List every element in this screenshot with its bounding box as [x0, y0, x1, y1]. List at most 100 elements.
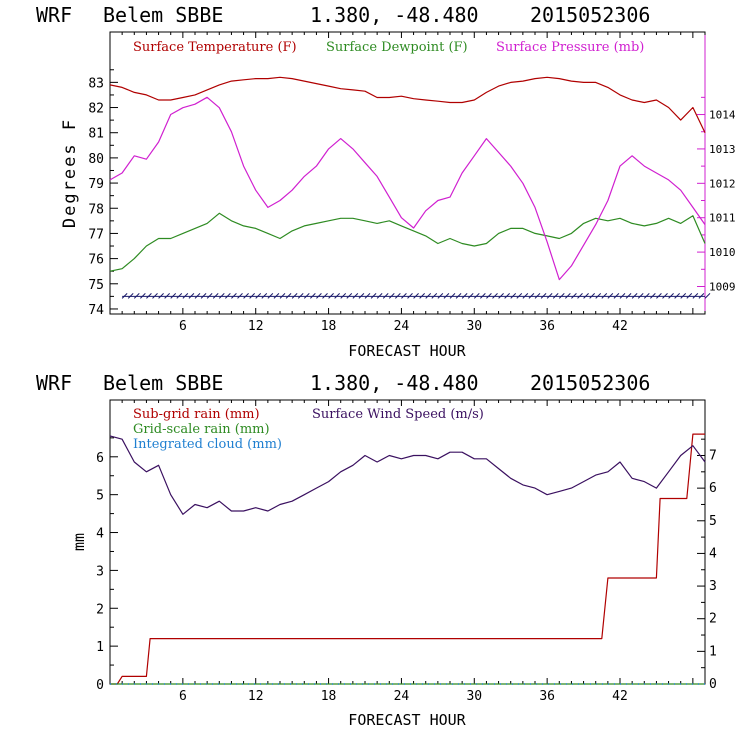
- wind-barb: [328, 293, 334, 299]
- y2-tick-label: 1014: [709, 109, 736, 122]
- bottom-header: WRF Belem SBBE 1.380, -48.480 2015052306: [36, 371, 650, 395]
- series-line-surface-wind-speed-m-s: [109, 435, 706, 515]
- wind-barb: [188, 293, 195, 299]
- wind-barb: [680, 293, 687, 299]
- wind-barb: [164, 293, 170, 299]
- bottom-header-run: 2015052306: [530, 371, 650, 395]
- wind-barb: [577, 293, 583, 299]
- wind-barb: [194, 293, 201, 299]
- wind-barb: [340, 293, 347, 299]
- wind-barb: [279, 293, 286, 299]
- top-header-run: 2015052306: [530, 3, 650, 27]
- wind-barb: [558, 293, 565, 299]
- y-tick-label: 75: [88, 278, 104, 293]
- wind-barb: [431, 293, 438, 299]
- wind-barb: [686, 293, 693, 299]
- top-header-station: Belem SBBE: [103, 3, 223, 27]
- y2-tick-label: 0: [709, 677, 717, 692]
- wind-barb: [650, 293, 656, 299]
- wind-barb: [200, 293, 207, 299]
- x-tick-label: 30: [466, 689, 482, 704]
- top-y2-ticks: 1009 1010 1011 1012 1013 1014: [697, 96, 736, 293]
- bottom-series: [109, 433, 706, 685]
- wind-barb: [170, 293, 177, 299]
- y-tick-label: 81: [88, 127, 104, 142]
- wind-barb: [127, 293, 134, 299]
- wind-barb: [218, 293, 225, 299]
- wind-barb: [674, 293, 680, 299]
- wind-barb: [255, 293, 262, 299]
- wind-barb: [285, 293, 292, 299]
- x-tick-label: 36: [539, 689, 555, 704]
- top-x-ticks: 6 12 18 24 30 36 42: [109, 32, 706, 334]
- wind-barb: [212, 293, 219, 299]
- x-tick-label: 42: [612, 689, 628, 704]
- legend-sub-grid-rain: Sub-grid rain (mm): [133, 407, 260, 422]
- y-tick-label: 4: [96, 527, 104, 542]
- wind-barb: [589, 293, 595, 299]
- top-header: WRF Belem SBBE 1.380, -48.480 2015052306: [36, 3, 650, 27]
- y-tick-label: 78: [88, 202, 104, 217]
- wind-barb: [146, 293, 152, 299]
- wind-barb: [631, 293, 638, 299]
- bottom-header-station: Belem SBBE: [103, 371, 223, 395]
- y2-tick-label: 1: [709, 644, 717, 659]
- wind-barb: [261, 293, 268, 299]
- wind-barb: [461, 293, 468, 299]
- x-tick-label: 6: [179, 319, 187, 334]
- wind-barb: [467, 293, 474, 299]
- wind-barb: [565, 293, 571, 299]
- y-tick-label: 1: [96, 640, 104, 655]
- bottom-legend: Sub-grid rain (mm) Grid-scale rain (mm) …: [133, 407, 484, 452]
- wind-barb: [316, 293, 322, 299]
- x-tick-label: 12: [248, 689, 264, 704]
- y-tick-label: 77: [88, 227, 104, 242]
- wind-barb: [388, 293, 395, 299]
- wind-barb: [437, 293, 444, 299]
- wind-barb: [133, 293, 140, 299]
- wind-barb: [413, 293, 419, 299]
- wind-barb: [443, 293, 450, 299]
- wind-barb: [303, 293, 310, 299]
- wind-barb: [704, 293, 711, 299]
- wind-barb: [407, 293, 413, 299]
- bottom-x-ticks: 6 12 18 24 30 36 42: [109, 400, 706, 704]
- legend-surface-pressure: Surface Pressure (mb): [496, 40, 644, 55]
- wind-barb: [449, 293, 456, 299]
- series-line-sub-grid-rain-mm: [110, 433, 705, 685]
- wind-barb: [310, 293, 316, 299]
- wind-barb: [637, 293, 644, 299]
- top-x-axis-label: FORECAST HOUR: [348, 342, 466, 360]
- x-tick-label: 18: [321, 689, 337, 704]
- wind-barb: [473, 293, 480, 299]
- wind-barb: [571, 293, 577, 299]
- y2-tick-label: 5: [709, 514, 717, 529]
- y-tick-label: 6: [96, 451, 104, 466]
- wind-barb: [206, 293, 213, 299]
- wind-barb: [249, 293, 255, 299]
- y2-tick-label: 1011: [709, 212, 736, 225]
- legend-grid-scale-rain: Grid-scale rain (mm): [133, 422, 270, 437]
- y-tick-label: 2: [96, 602, 104, 617]
- legend-surface-dewpoint: Surface Dewpoint (F): [326, 40, 468, 55]
- series-line-surface-pressure-mb: [109, 96, 706, 281]
- y2-tick-label: 4: [709, 546, 717, 561]
- bottom-header-coords: 1.380, -48.480: [310, 371, 479, 395]
- y2-tick-label: 1012: [709, 177, 736, 190]
- wind-barb: [455, 293, 462, 299]
- y-tick-label: 3: [96, 564, 104, 579]
- wind-barb: [140, 293, 146, 299]
- wind-barb: [546, 293, 553, 299]
- wind-barb: [370, 293, 377, 299]
- wind-barb: [237, 293, 243, 299]
- wind-barb: [225, 293, 231, 299]
- x-tick-label: 24: [394, 689, 410, 704]
- wind-barb: [510, 293, 517, 299]
- wind-barb: [522, 293, 529, 299]
- wind-barb: [486, 293, 492, 299]
- y-tick-label: 83: [88, 76, 104, 91]
- wind-barb: [273, 293, 280, 299]
- wind-barb: [231, 293, 237, 299]
- x-tick-label: 18: [321, 319, 337, 334]
- x-tick-label: 6: [179, 689, 187, 704]
